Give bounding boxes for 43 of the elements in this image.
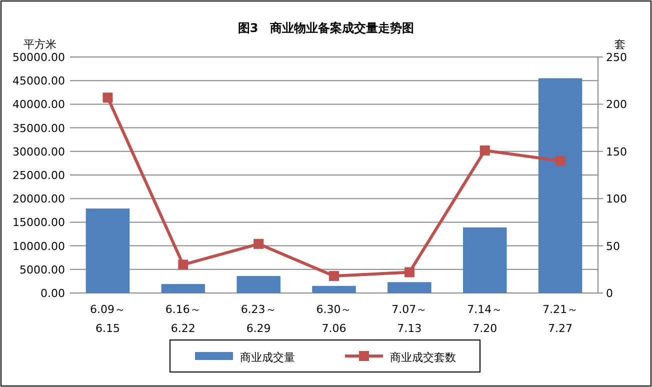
bar xyxy=(161,284,206,293)
x-tick-label: 7.21～7.27 xyxy=(542,303,578,335)
bar xyxy=(388,282,432,293)
y-tick-label: 10000.00 xyxy=(12,240,65,253)
x-tick-label: 6.30～7.06 xyxy=(316,303,352,335)
bar xyxy=(236,276,280,293)
y-tick-label: 50000.00 xyxy=(12,51,65,64)
y-tick-label: 35000.00 xyxy=(12,122,65,135)
x-tick-label: 6.23～6.29 xyxy=(240,303,276,335)
point xyxy=(480,145,490,156)
point xyxy=(329,271,339,282)
bar xyxy=(462,227,507,293)
point xyxy=(178,260,188,270)
point xyxy=(555,156,566,166)
bar xyxy=(312,286,356,293)
y2-tick-label: 0 xyxy=(606,287,613,300)
y2-axis-title: 套 xyxy=(614,38,626,51)
x-tick-label: 7.14～7.20 xyxy=(467,303,503,335)
y-tick-label: 40000.00 xyxy=(12,98,65,112)
point xyxy=(254,238,264,249)
y2-tick-label: 150 xyxy=(606,145,627,158)
bar xyxy=(86,208,130,293)
y-tick-label: 15000.00 xyxy=(12,216,65,230)
legend-label: 商业成交套数 xyxy=(390,351,456,364)
point xyxy=(102,92,113,103)
chart-title: 图3 商业物业备案成交量走势图 xyxy=(238,21,414,35)
y-tick-label: 20000.00 xyxy=(12,192,65,206)
x-tick-label: 6.09～6.15 xyxy=(90,303,126,335)
y2-tick-label: 250 xyxy=(606,51,627,64)
x-tick-label: 7.07～7.13 xyxy=(392,303,428,335)
y2-tick-label: 100 xyxy=(606,192,627,206)
y2-tick-label: 50 xyxy=(606,240,620,253)
y-tick-label: 30000.00 xyxy=(12,145,65,158)
bar xyxy=(538,78,582,293)
y-tick-label: 5000.00 xyxy=(20,263,65,276)
y-axis-title: 平方米 xyxy=(24,38,56,51)
point xyxy=(404,267,414,278)
y-tick-label: 45000.00 xyxy=(12,74,65,88)
x-tick-label: 6.16～6.22 xyxy=(165,303,201,335)
y-tick-label: 0.00 xyxy=(40,287,65,300)
y-tick-label: 25000.00 xyxy=(12,169,65,182)
legend-label: 商业成交量 xyxy=(240,351,295,364)
y2-tick-label: 200 xyxy=(606,98,627,112)
